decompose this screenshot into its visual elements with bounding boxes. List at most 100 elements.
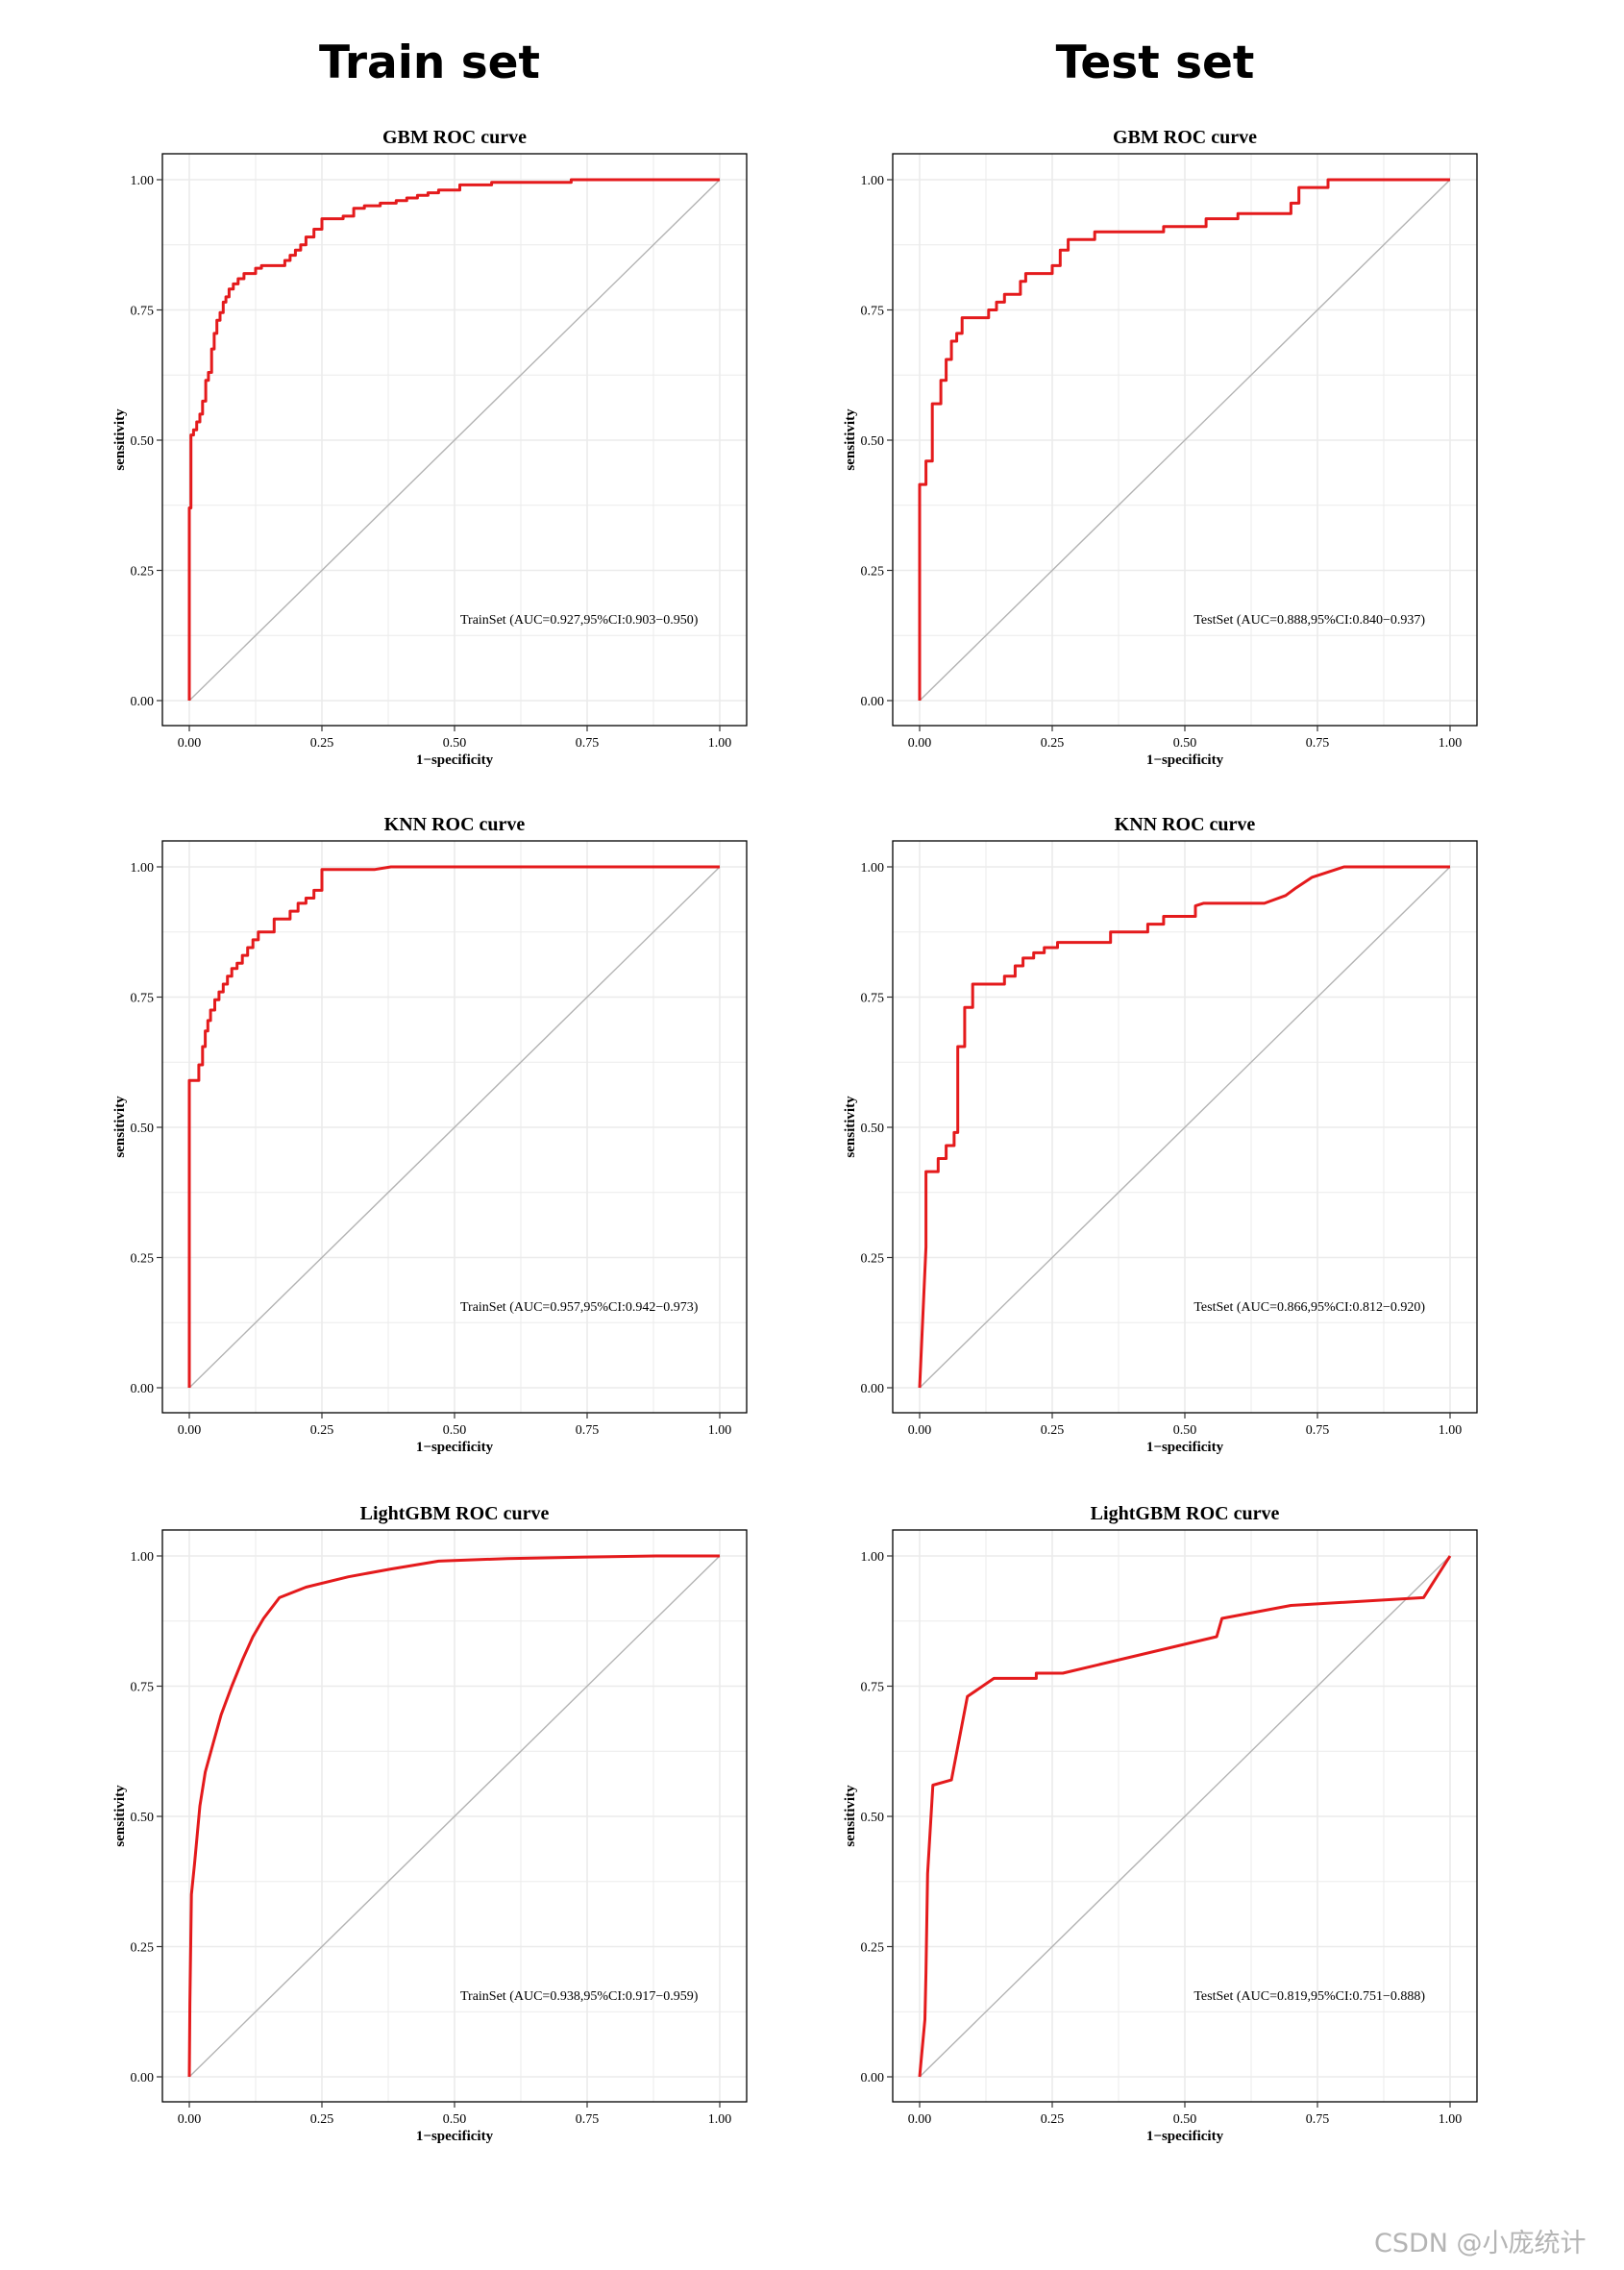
roc-panel bbox=[157, 1529, 748, 2108]
x-tick-label: 0.50 bbox=[443, 2112, 467, 2127]
roc-curve-line bbox=[918, 178, 1450, 701]
x-tick-label: 0.25 bbox=[310, 2112, 334, 2127]
y-tick-label: 0.00 bbox=[131, 2071, 155, 2085]
roc-curve-line bbox=[187, 1554, 720, 2078]
roc-panel bbox=[157, 153, 748, 731]
x-tick-label: 1.00 bbox=[708, 2112, 732, 2127]
y-tick-label: 1.00 bbox=[861, 1550, 885, 1565]
chart-title: KNN ROC curve bbox=[384, 814, 526, 835]
x-tick-label: 0.25 bbox=[310, 736, 334, 751]
y-tick-label: 0.50 bbox=[131, 1811, 155, 1825]
x-tick-label: 0.50 bbox=[1173, 1423, 1197, 1438]
y-axis-label: sensitivity bbox=[112, 1785, 128, 1847]
y-tick-label: 0.75 bbox=[131, 1681, 155, 1695]
y-tick-label: 0.00 bbox=[131, 1382, 155, 1396]
x-axis-label: 1−specificity bbox=[416, 2129, 494, 2144]
x-tick-label: 0.25 bbox=[1041, 2112, 1065, 2127]
x-tick-label: 0.50 bbox=[1173, 736, 1197, 751]
y-tick-label: 0.50 bbox=[131, 1122, 155, 1136]
y-tick-label: 0.75 bbox=[861, 1681, 885, 1695]
y-tick-label: 0.75 bbox=[131, 305, 155, 319]
y-tick-label: 0.75 bbox=[861, 992, 885, 1006]
x-axis-label: 1−specificity bbox=[1146, 1440, 1224, 1455]
x-tick-label: 1.00 bbox=[1439, 1423, 1463, 1438]
x-axis-label: 1−specificity bbox=[416, 1440, 494, 1455]
x-tick-label: 0.75 bbox=[1306, 1423, 1330, 1438]
diagonal-reference-line bbox=[919, 866, 1451, 1389]
column-title-test: Test set bbox=[1055, 37, 1255, 89]
auc-annotation: TestSet (AUC=0.888,95%CI:0.840−0.937) bbox=[1193, 613, 1425, 628]
x-tick-label: 1.00 bbox=[708, 736, 732, 751]
y-tick-label: 1.00 bbox=[861, 174, 885, 188]
y-tick-label: 0.50 bbox=[861, 1811, 885, 1825]
y-tick-label: 0.00 bbox=[131, 695, 155, 709]
x-tick-label: 0.75 bbox=[576, 2112, 600, 2127]
y-axis-label: sensitivity bbox=[843, 408, 858, 471]
x-tick-label: 0.50 bbox=[443, 736, 467, 751]
roc-panel bbox=[887, 1529, 1478, 2108]
x-tick-label: 0.25 bbox=[1041, 1423, 1065, 1438]
diagonal-reference-line bbox=[188, 1555, 721, 2078]
y-tick-label: 0.50 bbox=[131, 434, 155, 449]
chart-title: LightGBM ROC curve bbox=[360, 1503, 550, 1524]
x-tick-label: 0.00 bbox=[908, 1423, 932, 1438]
y-tick-label: 0.25 bbox=[131, 565, 155, 580]
x-tick-label: 0.00 bbox=[178, 2112, 202, 2127]
x-axis-label: 1−specificity bbox=[1146, 2129, 1224, 2144]
diagonal-reference-line bbox=[919, 179, 1451, 702]
chart-title: LightGBM ROC curve bbox=[1091, 1503, 1280, 1524]
x-tick-label: 0.50 bbox=[443, 1423, 467, 1438]
y-axis-label: sensitivity bbox=[843, 1096, 858, 1158]
y-tick-label: 0.25 bbox=[861, 1941, 885, 1956]
y-tick-label: 0.25 bbox=[861, 565, 885, 580]
y-tick-label: 0.25 bbox=[861, 1252, 885, 1267]
auc-annotation: TrainSet (AUC=0.957,95%CI:0.942−0.973) bbox=[460, 1300, 699, 1315]
y-tick-label: 1.00 bbox=[131, 861, 155, 876]
y-axis-label: sensitivity bbox=[112, 1096, 128, 1158]
auc-annotation: TrainSet (AUC=0.938,95%CI:0.917−0.959) bbox=[460, 1989, 699, 2004]
roc-curve-line bbox=[187, 865, 720, 1388]
x-tick-label: 0.75 bbox=[1306, 2112, 1330, 2127]
y-tick-label: 0.75 bbox=[131, 992, 155, 1006]
diagonal-reference-line bbox=[188, 866, 721, 1389]
roc-curve-line bbox=[187, 178, 720, 701]
y-tick-label: 1.00 bbox=[131, 174, 155, 188]
chart-title: KNN ROC curve bbox=[1115, 814, 1256, 835]
x-axis-label: 1−specificity bbox=[416, 753, 494, 768]
x-tick-label: 1.00 bbox=[1439, 736, 1463, 751]
x-tick-label: 0.25 bbox=[310, 1423, 334, 1438]
y-tick-label: 0.75 bbox=[861, 305, 885, 319]
y-tick-label: 0.50 bbox=[861, 1122, 885, 1136]
x-tick-label: 1.00 bbox=[708, 1423, 732, 1438]
y-tick-label: 0.00 bbox=[861, 695, 885, 709]
y-tick-label: 1.00 bbox=[131, 1550, 155, 1565]
diagonal-reference-line bbox=[188, 179, 721, 702]
y-tick-label: 0.25 bbox=[131, 1941, 155, 1956]
auc-annotation: TestSet (AUC=0.866,95%CI:0.812−0.920) bbox=[1193, 1300, 1425, 1315]
x-tick-label: 0.75 bbox=[1306, 736, 1330, 751]
diagonal-reference-line bbox=[919, 1555, 1451, 2078]
watermark: CSDN @小庞统计 bbox=[1374, 2229, 1587, 2258]
x-axis-label: 1−specificity bbox=[1146, 753, 1224, 768]
x-tick-label: 0.50 bbox=[1173, 2112, 1197, 2127]
roc-panel bbox=[887, 840, 1478, 1419]
y-tick-label: 1.00 bbox=[861, 861, 885, 876]
x-tick-label: 0.75 bbox=[576, 736, 600, 751]
x-tick-label: 0.00 bbox=[908, 2112, 932, 2127]
roc-panel bbox=[887, 153, 1478, 731]
y-tick-label: 0.25 bbox=[131, 1252, 155, 1267]
y-tick-label: 0.00 bbox=[861, 2071, 885, 2085]
x-tick-label: 0.25 bbox=[1041, 736, 1065, 751]
x-tick-label: 0.75 bbox=[576, 1423, 600, 1438]
x-tick-label: 0.00 bbox=[178, 736, 202, 751]
x-tick-label: 1.00 bbox=[1439, 2112, 1463, 2127]
x-tick-label: 0.00 bbox=[908, 736, 932, 751]
chart-title: GBM ROC curve bbox=[382, 127, 527, 148]
roc-panel bbox=[157, 840, 748, 1419]
auc-annotation: TrainSet (AUC=0.927,95%CI:0.903−0.950) bbox=[460, 613, 699, 628]
column-title-train: Train set bbox=[318, 37, 541, 89]
roc-curve-line bbox=[918, 865, 1450, 1389]
y-axis-label: sensitivity bbox=[843, 1785, 858, 1847]
x-tick-label: 0.00 bbox=[178, 1423, 202, 1438]
